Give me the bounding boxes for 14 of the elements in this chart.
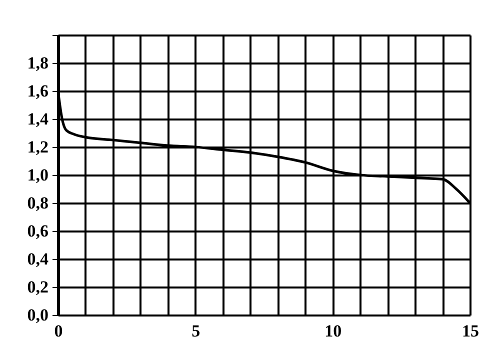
- y-tick-label: 0,6: [27, 222, 48, 240]
- y-tick-label: 0,2: [27, 278, 48, 296]
- y-tick-label: 0,4: [27, 250, 49, 268]
- y-tick-label: 0,8: [27, 194, 48, 212]
- y-tick-label: 1,4: [27, 110, 49, 128]
- y-tick-label: 1,6: [27, 82, 48, 100]
- y-tick-label: 0,0: [27, 306, 48, 324]
- x-tick-label: 5: [192, 322, 200, 340]
- y-tick-label: 1,2: [27, 138, 48, 156]
- y-tick-label: 1,0: [27, 166, 48, 184]
- x-tick-label: 10: [324, 322, 342, 340]
- x-tick-label: 15: [462, 322, 479, 340]
- x-tick-label: 0: [54, 322, 63, 340]
- y-tick-label: 1,8: [27, 54, 48, 72]
